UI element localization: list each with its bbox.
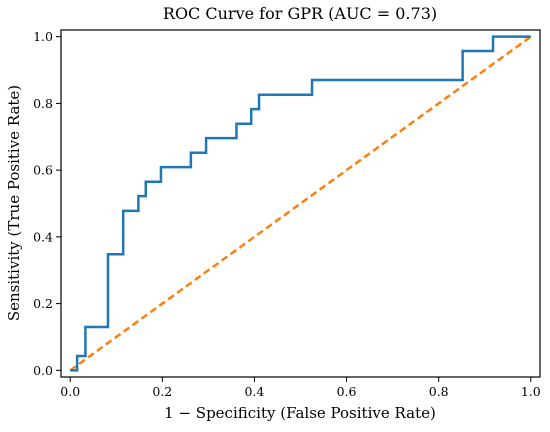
- y-tick-label: 0.0: [33, 363, 53, 378]
- y-tick-label: 0.8: [33, 96, 53, 111]
- x-tick-label: 0.0: [60, 384, 80, 399]
- y-tick-label: 1.0: [33, 29, 53, 44]
- y-tick-label: 0.6: [33, 163, 53, 178]
- x-tick-label: 0.6: [337, 384, 357, 399]
- x-tick-label: 1.0: [521, 384, 541, 399]
- chart-title: ROC Curve for GPR (AUC = 0.73): [163, 4, 437, 23]
- y-axis-label: Sensitivity (True Positive Rate): [5, 85, 23, 321]
- roc-curve-line: [70, 35, 531, 372]
- x-tick-label: 0.2: [152, 384, 172, 399]
- x-tick-label: 0.8: [429, 384, 449, 399]
- reference-diagonal-line: [69, 35, 532, 372]
- y-tick-label: 0.4: [33, 229, 53, 244]
- plot-frame: [60, 29, 541, 378]
- x-tick-label: 0.4: [244, 384, 264, 399]
- y-tick-label: 0.2: [33, 296, 53, 311]
- x-axis-label: 1 − Specificity (False Positive Rate): [164, 404, 436, 422]
